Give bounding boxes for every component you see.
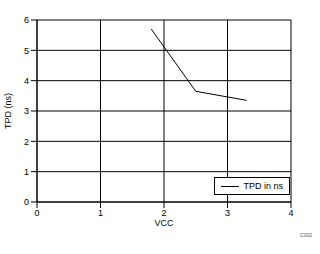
svg-text:4: 4 xyxy=(24,76,29,86)
svg-text:4: 4 xyxy=(288,208,293,218)
svg-text:6: 6 xyxy=(24,15,29,25)
html-text:C002: C002 xyxy=(300,232,312,238)
svg-text:0: 0 xyxy=(24,197,29,207)
svg-text:1: 1 xyxy=(98,208,103,218)
svg-text:2: 2 xyxy=(161,208,166,218)
svg-text:VCC: VCC xyxy=(154,218,174,228)
svg-text:TPD (ns): TPD (ns) xyxy=(8,93,13,129)
svg-text:5: 5 xyxy=(24,46,29,56)
svg-text:3: 3 xyxy=(24,106,29,116)
svg-text:1: 1 xyxy=(24,167,29,177)
svg-text:3: 3 xyxy=(225,208,230,218)
html-text:TPD in ns: TPD in ns xyxy=(243,181,283,191)
svg-text:2: 2 xyxy=(24,137,29,147)
svg-text:0: 0 xyxy=(34,208,39,218)
